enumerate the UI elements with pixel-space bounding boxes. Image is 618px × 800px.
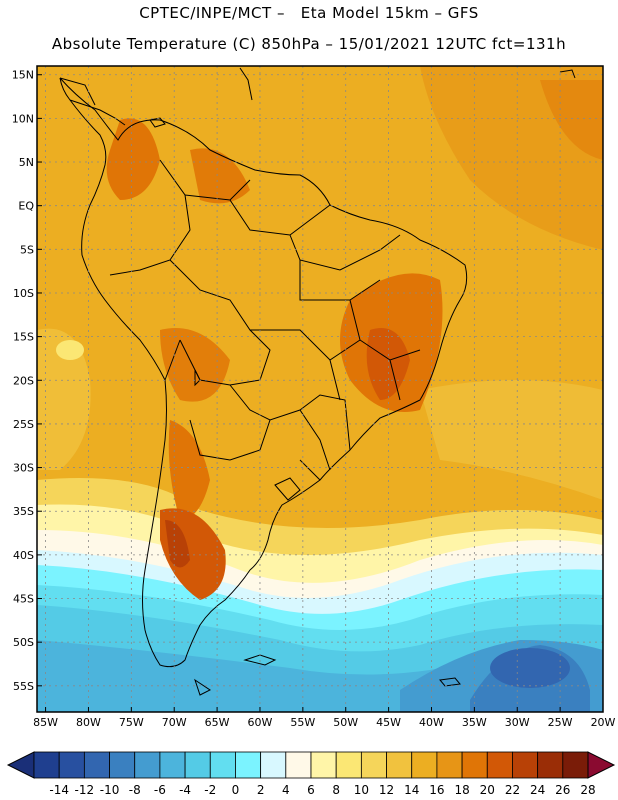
colorbar-swatch: [235, 751, 262, 779]
lon-label: 70W: [162, 716, 187, 729]
colorbar-label: 28: [580, 783, 595, 797]
lat-label: 25S: [13, 418, 34, 431]
colorbar-swatch: [335, 751, 362, 779]
colorbar-label: 18: [454, 783, 469, 797]
lat-label: 5N: [19, 156, 34, 169]
colorbar-label: 16: [429, 783, 444, 797]
colorbar-swatch: [83, 751, 110, 779]
map-title-line1: CPTEC/INPE/MCT – Eta Model 15km – GFS: [139, 4, 479, 22]
lat-label: 35S: [13, 505, 34, 518]
coastline: [59, 67, 576, 696]
colorbar-swatch: [184, 751, 211, 779]
colorbar-swatch: [360, 751, 387, 779]
colorbar-label: 12: [379, 783, 394, 797]
colorbar-label: 22: [505, 783, 520, 797]
colorbar-swatch: [537, 751, 564, 779]
colorbar-swatch: [33, 751, 60, 779]
colorbar-label: -2: [204, 783, 216, 797]
colorbar-swatch: [411, 751, 438, 779]
lon-label: 30W: [505, 716, 530, 729]
colorbar-label: 0: [232, 783, 240, 797]
lon-label: 35W: [462, 716, 487, 729]
colorbar-label: -12: [75, 783, 95, 797]
lon-label: 25W: [548, 716, 573, 729]
colorbar-label: -6: [154, 783, 166, 797]
colorbar-swatch: [209, 751, 236, 779]
colorbar-label: 6: [307, 783, 315, 797]
lon-label: 75W: [119, 716, 144, 729]
map-title-line2: Absolute Temperature (C) 850hPa – 15/01/…: [51, 35, 567, 53]
latitude-labels: 15N 10N 5N EQ 5S 10S 15S 20S 25S 30S 35S 40S 45S 50S 5…: [12, 69, 42, 693]
lat-label: 5S: [20, 243, 34, 256]
grid-lines: [37, 66, 604, 712]
lat-label: 15N: [12, 69, 34, 82]
colorbar-label: 8: [332, 783, 340, 797]
colorbar-label: 2: [257, 783, 265, 797]
lon-label: 55W: [290, 716, 315, 729]
colorbar-swatch: [159, 751, 186, 779]
lat-label: 10N: [12, 112, 34, 125]
colorbar-swatch: [436, 751, 463, 779]
colorbar-label: -4: [179, 783, 191, 797]
colorbar-swatch: [285, 751, 312, 779]
lat-label: EQ: [18, 200, 34, 213]
colorbar-label: 10: [354, 783, 369, 797]
longitude-labels: 85W 80W 75W 70W 65W 60W 55W 50W 45W 40W 35W 30W 25W 2…: [33, 707, 616, 729]
lon-label: 65W: [205, 716, 230, 729]
lat-label: 55S: [13, 680, 34, 693]
lon-label: 60W: [248, 716, 273, 729]
colorbar-swatch: [109, 751, 136, 779]
colorbar-label: -8: [129, 783, 141, 797]
colorbar-swatch: [134, 751, 161, 779]
colorbar-swatch: [58, 751, 85, 779]
lat-label: 50S: [13, 636, 34, 649]
lat-label: 10S: [13, 287, 34, 300]
colorbar-label: 14: [404, 783, 419, 797]
map-frame: [36, 65, 604, 713]
colorbar-label: -14: [49, 783, 69, 797]
colorbar-swatch: [386, 751, 413, 779]
colorbar-label: -10: [100, 783, 120, 797]
lat-label: 15S: [13, 331, 34, 344]
colorbar-label: 26: [555, 783, 570, 797]
lon-label: 85W: [33, 716, 58, 729]
lat-label: 40S: [13, 549, 34, 562]
lon-label: 20W: [591, 716, 616, 729]
lon-label: 45W: [376, 716, 401, 729]
colorbar-swatch: [562, 751, 589, 779]
colorbar-swatch: [461, 751, 488, 779]
lat-label: 20S: [13, 374, 34, 387]
colorbar-swatch: [486, 751, 513, 779]
colorbar-label: 20: [480, 783, 495, 797]
lat-label: 45S: [13, 593, 34, 606]
colorbar-swatch: [512, 751, 539, 779]
colorbar-under-arrow: [6, 751, 35, 779]
lon-label: 80W: [76, 716, 101, 729]
colorbar-label: 24: [530, 783, 545, 797]
colorbar-label: 4: [282, 783, 290, 797]
temperature-field: [37, 66, 603, 712]
lat-label: 30S: [13, 462, 34, 475]
colorbar-over-arrow: [587, 751, 616, 779]
colorbar-swatch: [260, 751, 287, 779]
lon-label: 50W: [333, 716, 358, 729]
colorbar-swatch: [310, 751, 337, 779]
lon-label: 40W: [419, 716, 444, 729]
